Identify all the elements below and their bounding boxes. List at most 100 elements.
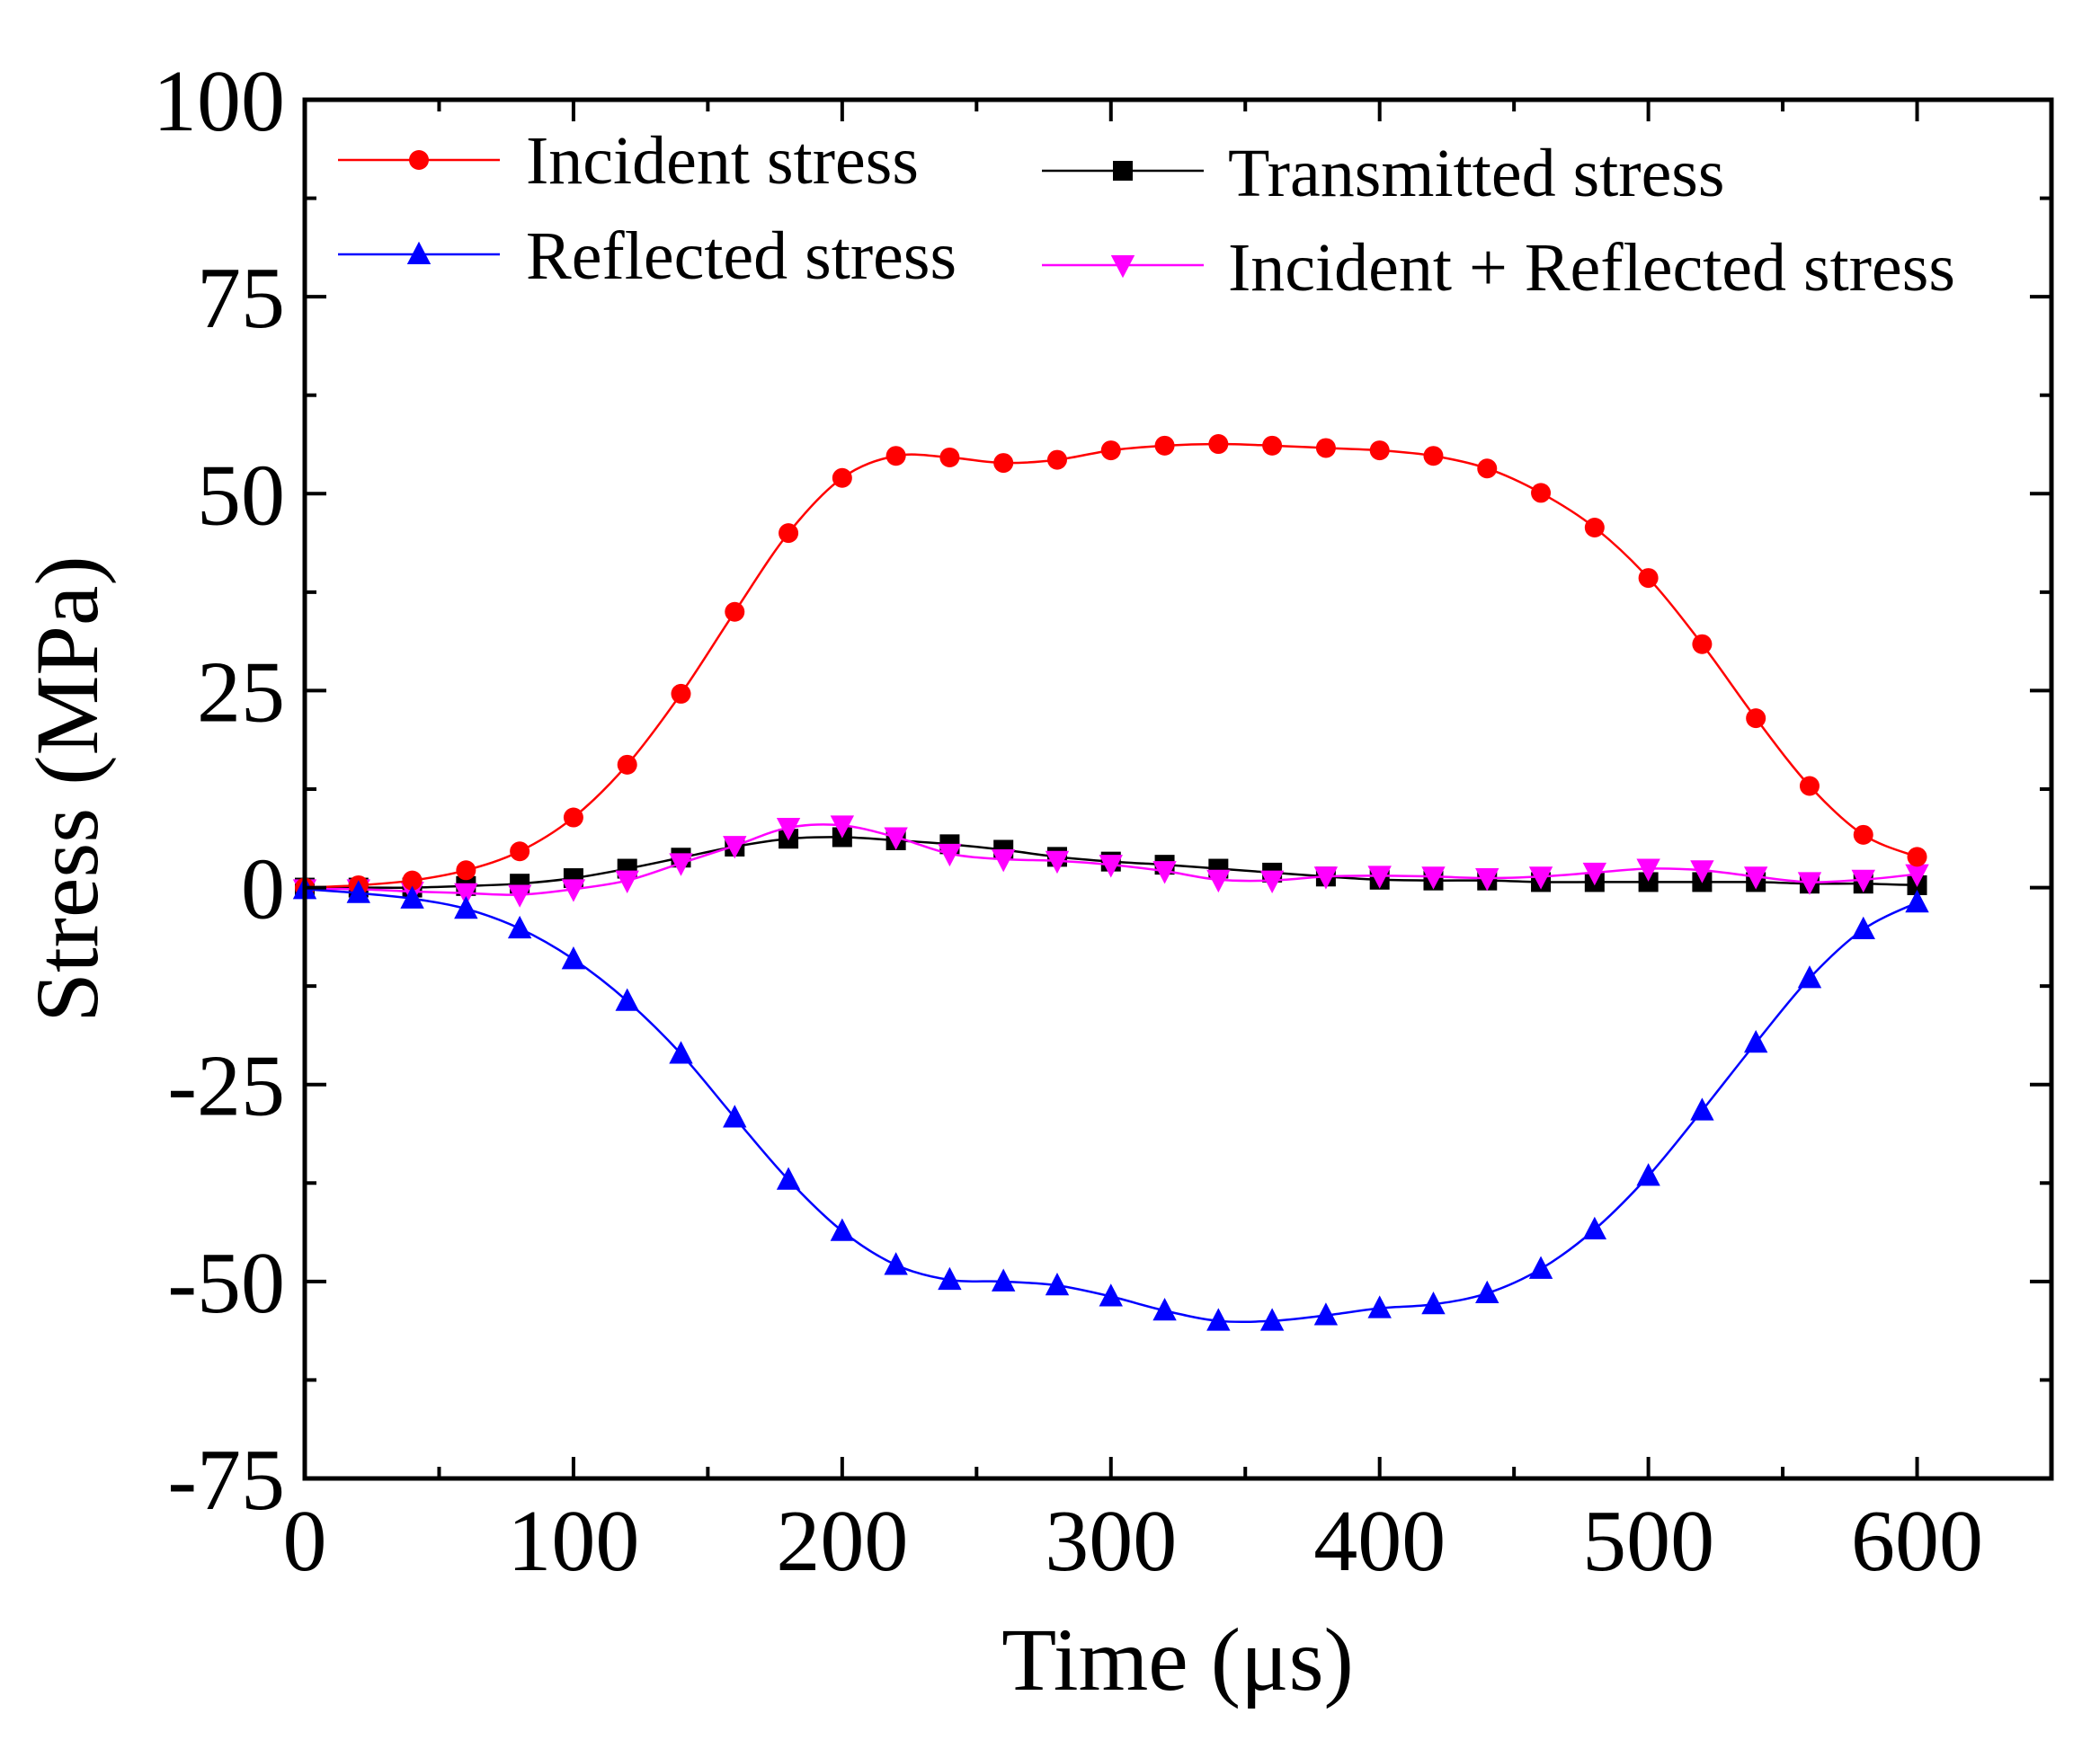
x-axis-title: Time (μs) — [1001, 1610, 1354, 1709]
incident-reflected-stress-point — [884, 827, 908, 850]
incident-reflected-stress-point — [1797, 872, 1822, 895]
incident-reflected-stress-point — [1690, 860, 1714, 883]
y-tick-label: 25 — [197, 644, 285, 741]
reflected-stress-point — [1528, 1256, 1553, 1279]
y-axis-title: Stress (MPa) — [17, 555, 117, 1022]
incident-stress-point — [671, 683, 691, 704]
legend-entry: Incident + Reflected stress — [1042, 230, 1955, 306]
incident-reflected-stress-point — [1259, 870, 1285, 893]
incident-reflected-stress-point — [723, 836, 747, 859]
x-tick-label: 500 — [1582, 1493, 1714, 1590]
incident-stress-point — [510, 841, 530, 862]
reflected-stress-point — [1905, 889, 1929, 913]
legend-entry: Incident stress — [338, 123, 919, 199]
incident-stress-point — [939, 447, 960, 467]
x-tick-label: 300 — [1045, 1493, 1177, 1590]
transmitted-stress-point — [1638, 872, 1659, 892]
reflected-stress-point — [615, 988, 639, 1011]
incident-reflected-stress-point — [992, 849, 1016, 873]
incident-reflected-stress-point — [669, 853, 693, 876]
incident-reflected-stress-point — [1582, 862, 1607, 886]
x-tick-label: 200 — [776, 1493, 908, 1590]
incident-stress-point — [1531, 483, 1552, 503]
x-tick-label: 0 — [283, 1493, 327, 1590]
y-tick-label: 75 — [197, 250, 285, 347]
reflected-stress-point — [1313, 1302, 1339, 1326]
legend-marker — [409, 150, 429, 170]
reflected-stress-point — [1206, 1308, 1231, 1331]
incident-reflected-stress-point — [1099, 855, 1123, 878]
reflected-stress-point — [1582, 1216, 1607, 1240]
reflected-stress-point — [346, 880, 370, 903]
legend-marker — [1110, 255, 1135, 279]
reflected-stress-point — [1099, 1283, 1123, 1307]
incident-stress-point — [885, 446, 906, 466]
x-tick-label: 600 — [1851, 1493, 1983, 1590]
incident-stress-point — [1799, 776, 1820, 796]
reflected-stress-point — [1475, 1280, 1499, 1304]
reflected-stress-point — [1367, 1295, 1392, 1318]
incident-reflected-stress-point — [1905, 864, 1929, 887]
reflected-stress-point — [1421, 1291, 1446, 1315]
reflected-stress-line — [304, 888, 1918, 1324]
incident-reflected-stress-point — [1528, 866, 1553, 890]
incident-reflected-stress-point — [1045, 850, 1070, 874]
legend-marker — [1113, 161, 1133, 181]
legend-entry: Reflected stress — [338, 218, 957, 294]
reflected-stress-point — [1743, 1029, 1768, 1053]
incident-stress-point — [993, 453, 1014, 474]
incident-reflected-stress-point — [1367, 866, 1392, 889]
incident-stress-point — [1315, 438, 1336, 458]
reflected-stress-point — [1851, 916, 1875, 940]
incident-stress-point — [1369, 440, 1390, 461]
reflected-stress-point — [1797, 965, 1822, 989]
incident-stress-point — [1100, 440, 1121, 461]
reflected-stress-point — [1259, 1308, 1285, 1331]
incident-reflected-stress-point — [776, 817, 801, 841]
y-tick-label: -50 — [167, 1235, 285, 1332]
axis-ticks: 0 100 200 300 400 500 600 100 75 50 25 0 -25 -50 -75 — [153, 53, 2053, 1590]
incident-stress-point — [617, 754, 637, 775]
incident-reflected-stress-point — [830, 815, 855, 839]
incident-stress-point — [832, 467, 852, 488]
legend-label: Reflected stress — [526, 218, 957, 294]
reflected-stress-point — [561, 946, 586, 970]
reflected-stress-point — [400, 885, 424, 909]
incident-stress-point — [1853, 824, 1873, 845]
incident-reflected-stress-point — [1313, 866, 1339, 890]
series-incident-reflected-stress — [292, 815, 1929, 908]
incident-reflected-stress-point — [1421, 866, 1446, 890]
reflected-stress-point — [1152, 1297, 1177, 1321]
incident-stress-point — [1692, 634, 1713, 654]
incident-stress-point — [1154, 435, 1175, 456]
reflected-stress-point — [1045, 1272, 1070, 1296]
legend-label: Incident + Reflected stress — [1228, 230, 1955, 306]
incident-reflected-stress-point — [938, 843, 962, 867]
plot-frame — [302, 97, 2054, 1481]
incident-reflected-stress-point — [1152, 861, 1177, 884]
incident-stress-point — [1208, 434, 1229, 455]
incident-stress-point — [1477, 458, 1498, 479]
incident-reflected-stress-point — [561, 879, 586, 902]
legend-entry: Transmitted stress — [1042, 136, 1724, 211]
incident-stress-point — [563, 807, 583, 828]
incident-stress-point — [779, 523, 799, 544]
incident-stress-point — [1746, 708, 1766, 729]
reflected-stress-point — [507, 915, 532, 939]
reflected-stress-point — [938, 1266, 962, 1291]
incident-stress-point — [725, 601, 745, 622]
series-incident-stress — [295, 434, 1927, 898]
legend: Incident stress Reflected stress Transmitt… — [338, 123, 1955, 306]
y-tick-label: 50 — [197, 447, 285, 544]
incident-reflected-stress-point — [507, 884, 532, 908]
reflected-stress-point — [830, 1218, 855, 1241]
series-reflected-stress — [292, 876, 1929, 1331]
y-tick-label: 100 — [153, 53, 285, 150]
incident-reflected-stress-point — [1636, 858, 1660, 882]
y-tick-label: -25 — [167, 1038, 285, 1135]
incident-stress-line — [304, 442, 1918, 889]
reflected-stress-point — [776, 1167, 801, 1190]
reflected-stress-point — [992, 1268, 1016, 1292]
x-tick-label: 100 — [507, 1493, 639, 1590]
